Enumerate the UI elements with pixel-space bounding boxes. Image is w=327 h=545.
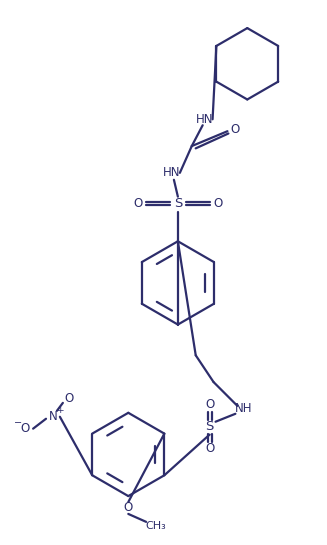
Text: S: S xyxy=(174,197,182,210)
Text: HN: HN xyxy=(163,166,181,179)
Text: O: O xyxy=(213,197,222,210)
Text: O: O xyxy=(205,398,214,411)
Text: S: S xyxy=(205,420,214,433)
Text: −: − xyxy=(14,417,22,428)
Text: O: O xyxy=(21,422,30,435)
Text: +: + xyxy=(56,407,64,415)
Text: HN: HN xyxy=(196,113,214,126)
Text: O: O xyxy=(124,501,133,514)
Text: N: N xyxy=(49,410,57,423)
Text: O: O xyxy=(231,123,240,136)
Text: CH₃: CH₃ xyxy=(146,521,166,531)
Text: O: O xyxy=(64,392,74,405)
Text: O: O xyxy=(205,442,214,455)
Text: NH: NH xyxy=(234,402,252,415)
Text: O: O xyxy=(134,197,143,210)
